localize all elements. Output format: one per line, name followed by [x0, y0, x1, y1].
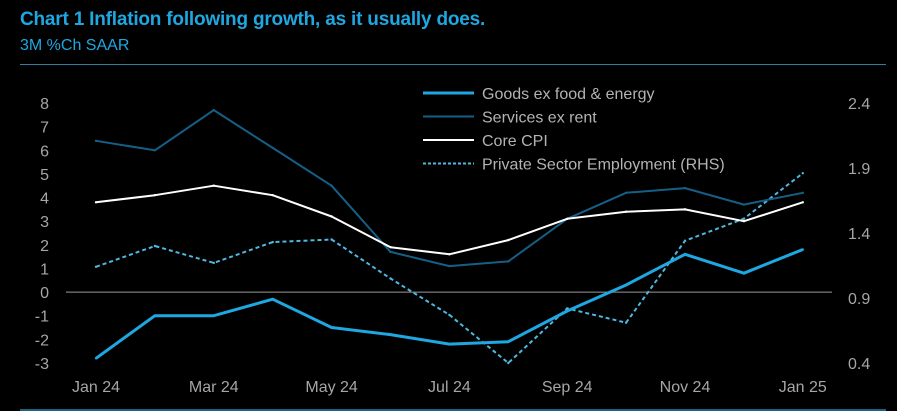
data-point: [507, 260, 510, 263]
data-point: [507, 238, 510, 242]
left-tick-label: 6: [40, 143, 49, 160]
data-point: [212, 314, 215, 317]
data-point: [742, 217, 746, 220]
legend-label: Services ex rent: [482, 110, 597, 127]
data-point: [624, 210, 628, 213]
left-tick-label: 7: [40, 120, 49, 137]
left-tick-label: -3: [35, 356, 49, 373]
x-tick-label: Mar 24: [189, 379, 239, 396]
x-tick-label: Jul 24: [428, 379, 471, 396]
left-tick-label: -2: [35, 332, 49, 349]
left-tick-label: 1: [40, 261, 49, 278]
data-point: [507, 361, 510, 365]
left-tick-label: 5: [40, 167, 49, 184]
x-axis: Jan 24 Mar 24 May 24 Jul 24 Sep 24 Nov 24 Jan …: [72, 379, 827, 396]
x-tick-label: May 24: [305, 379, 358, 396]
data-point: [330, 326, 333, 329]
data-point: [212, 261, 215, 265]
left-axis: 8 7 6 5 4 3 2 1 0 -1 -2 -3: [35, 96, 49, 373]
data-point: [271, 193, 274, 197]
data-point: [330, 184, 333, 187]
data-point: [566, 309, 569, 313]
data-point: [94, 265, 98, 268]
data-point: [389, 277, 392, 280]
footer-divider: [20, 409, 886, 411]
data-point: [271, 240, 274, 244]
left-tick-label: 3: [40, 214, 49, 231]
right-tick-label: 1.4: [848, 226, 870, 243]
data-point: [212, 108, 215, 112]
left-tick-label: 0: [40, 285, 49, 302]
data-point: [742, 271, 746, 275]
legend-label: Core CPI: [482, 133, 548, 150]
series-layer: [94, 108, 804, 365]
right-tick-label: 2.4: [848, 96, 870, 113]
right-tick-label: 0.9: [848, 291, 870, 308]
data-point: [153, 244, 157, 248]
data-point: [389, 333, 392, 336]
data-point: [448, 264, 451, 268]
data-point: [683, 186, 687, 190]
data-point: [94, 139, 98, 143]
legend-label: Private Sector Employment (RHS): [482, 157, 725, 174]
data-point: [742, 203, 746, 206]
data-point: [566, 307, 569, 310]
data-point: [94, 357, 98, 360]
x-tick-label: Jan 25: [779, 379, 827, 396]
data-point: [153, 149, 157, 152]
data-point: [389, 250, 392, 254]
data-point: [566, 217, 569, 221]
data-point: [683, 253, 687, 256]
x-tick-label: Nov 24: [660, 379, 711, 396]
data-point: [153, 314, 157, 317]
data-point: [683, 239, 687, 242]
data-point: [330, 238, 333, 241]
header-divider: [20, 64, 886, 65]
data-point: [507, 340, 510, 343]
data-point: [153, 193, 157, 197]
data-point: [742, 219, 746, 223]
chart-subtitle: 3M %Ch SAAR: [20, 37, 130, 54]
x-tick-label: Jan 24: [72, 379, 120, 396]
data-point: [448, 313, 451, 317]
data-point: [801, 172, 804, 175]
left-tick-label: 8: [40, 96, 49, 113]
data-point: [683, 208, 687, 211]
right-axis: 2.4 1.9 1.4 0.9 0.4: [848, 96, 870, 373]
data-point: [801, 191, 804, 195]
data-point: [801, 248, 804, 251]
data-point: [448, 253, 451, 256]
data-point: [271, 297, 274, 301]
data-point: [624, 283, 628, 287]
series-line-private-sector-employment-rhs: [95, 172, 804, 364]
left-tick-label: 2: [40, 238, 49, 255]
right-tick-label: 0.4: [848, 356, 870, 373]
left-tick-label: 4: [40, 191, 49, 208]
series-line-core-cpi: [95, 184, 804, 256]
data-point: [624, 321, 628, 324]
left-tick-label: -1: [35, 309, 49, 326]
data-point: [330, 215, 333, 218]
legend-label: Goods ex food & energy: [482, 86, 655, 103]
x-tick-label: Sep 24: [542, 379, 593, 396]
data-point: [389, 245, 392, 249]
data-point: [271, 146, 274, 150]
data-point: [94, 201, 98, 204]
data-point: [624, 191, 628, 195]
data-point: [448, 342, 451, 346]
data-point: [801, 201, 804, 204]
right-tick-label: 1.9: [848, 161, 870, 178]
legend: Goods ex food & energy Services ex rent Co…: [423, 86, 725, 174]
data-point: [212, 184, 215, 187]
chart-title: Chart 1 Inflation following growth, as i…: [20, 9, 486, 30]
